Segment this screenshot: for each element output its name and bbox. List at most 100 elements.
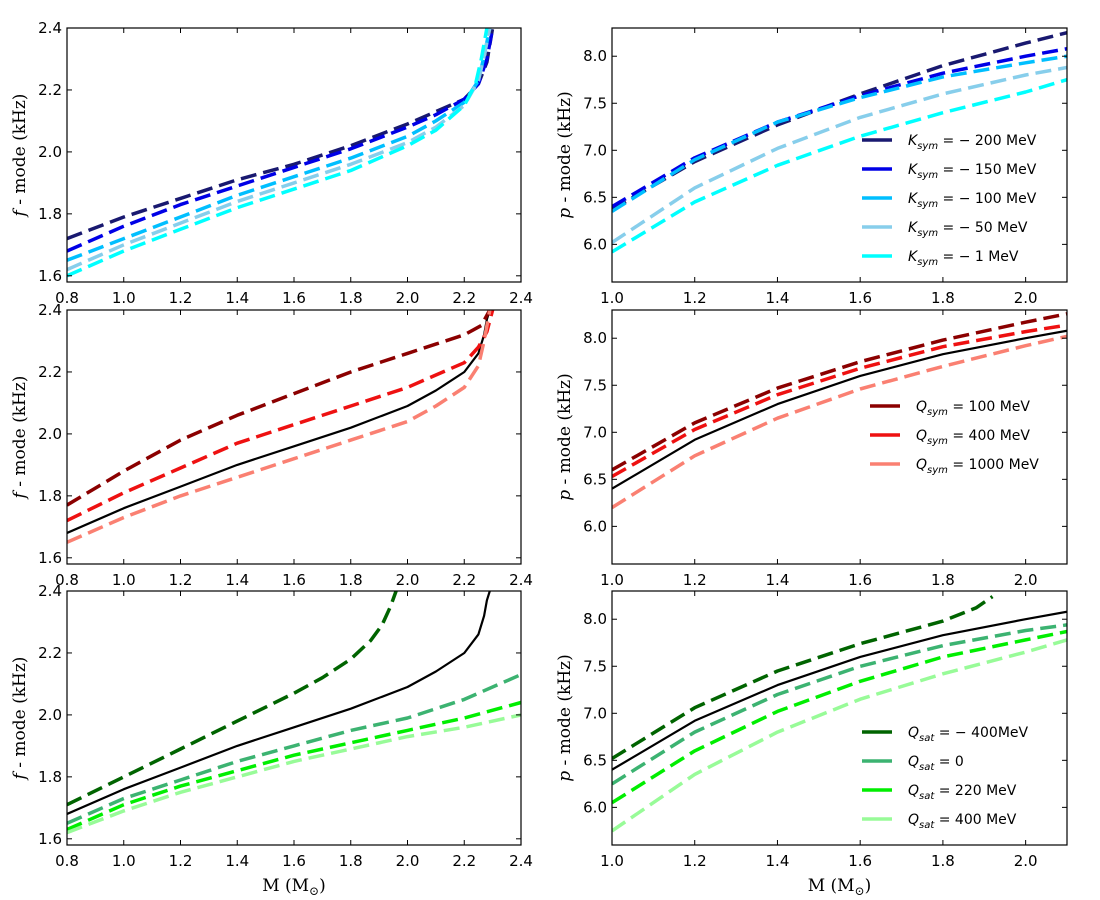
legend-symbol: K: [908, 220, 919, 236]
x-tick-label: 2.2: [452, 571, 476, 589]
plot-frame: [611, 309, 1068, 565]
legend-value: = 0: [934, 754, 964, 770]
y-tick-label: 7.5: [583, 376, 607, 394]
series-line: [612, 334, 1067, 510]
x-tick-label: 2.0: [396, 852, 420, 870]
y-axis-label: p - mode (kHz): [555, 373, 575, 501]
series-line: [612, 623, 1067, 786]
legend-subscript: sym: [917, 170, 938, 181]
y-axis-label-text: - mode (kHz): [555, 91, 575, 208]
reference-line: [67, 310, 491, 535]
x-tick-label: 1.6: [848, 571, 872, 589]
plot-frame: [611, 27, 1068, 283]
x-tick-label: 1.4: [766, 852, 790, 870]
y-tick-label: 7.0: [583, 141, 607, 159]
y-tick-label: 6.0: [583, 798, 607, 816]
series-line: [67, 28, 495, 253]
legend-subscript: sym: [917, 199, 938, 210]
series-line: [67, 310, 495, 523]
y-axis-mode-letter: p: [555, 771, 575, 782]
series-line: [67, 591, 398, 807]
x-tick-label: 2.4: [509, 852, 533, 870]
x-tick-label: 2.0: [1014, 289, 1038, 307]
reference-line: [612, 610, 1067, 771]
x-tick-label: 1.4: [225, 289, 249, 307]
y-axis-label-text: - mode (kHz): [10, 376, 30, 493]
plot-frame: [66, 309, 522, 565]
series-line: [67, 28, 492, 272]
legend-value: = 220 MeV: [934, 783, 1016, 799]
legend-entry: Qsat = − 400MeV: [908, 725, 1029, 744]
reference-line: [612, 329, 1067, 490]
x-tick-label: 1.4: [225, 852, 249, 870]
x-tick-label: 1.8: [931, 852, 955, 870]
series-line: [67, 700, 521, 832]
x-tick-label: 1.0: [112, 852, 136, 870]
x-tick-label: 1.4: [766, 289, 790, 307]
x-tick-label: 1.0: [600, 852, 624, 870]
series-line: [612, 65, 1067, 244]
series-line: [612, 323, 1067, 479]
series-line: [67, 28, 492, 262]
y-tick-label: 7.5: [583, 657, 607, 675]
y-tick-label: 7.0: [583, 704, 607, 722]
legend-symbol: K: [908, 191, 919, 207]
series-line: [612, 638, 1067, 833]
y-axis-mode-letter: p: [555, 208, 575, 219]
series-group: [612, 312, 1067, 510]
series-line: [612, 31, 1067, 212]
legend-symbol: Q: [916, 399, 927, 415]
y-tick-label: 6.0: [583, 235, 607, 253]
legend-subscript: sym: [927, 465, 948, 476]
y-axis-label-text: - mode (kHz): [555, 373, 575, 490]
x-axis-label: M (M⊙): [262, 876, 326, 898]
legend-entry: Ksym = − 1 MeV: [908, 249, 1019, 268]
x-tick-label: 1.0: [600, 289, 624, 307]
x-tick-label: 0.8: [55, 571, 79, 589]
x-tick-label: 0.8: [55, 289, 79, 307]
legend-entry: Ksym = − 50 MeV: [908, 220, 1028, 239]
legend-symbol: Q: [908, 783, 919, 799]
x-tick-label: 1.6: [282, 852, 306, 870]
plot-frame: [66, 27, 522, 283]
x-tick-label: 2.2: [452, 289, 476, 307]
sun-symbol: ⊙: [855, 884, 865, 898]
y-axis-mode-letter: f: [10, 207, 30, 218]
legend-symbol: K: [908, 133, 919, 149]
reference-line: [67, 591, 491, 816]
y-tick-label: 2.0: [38, 706, 62, 724]
y-tick-label: 6.5: [583, 470, 607, 488]
x-tick-label: 1.6: [848, 289, 872, 307]
legend-symbol: Q: [908, 725, 919, 741]
series-group: [67, 28, 495, 278]
y-tick-label: 1.6: [38, 830, 62, 848]
x-tick-label: 1.8: [339, 571, 363, 589]
legend-value: = 100 MeV: [948, 399, 1030, 415]
legend-subscript: sym: [927, 407, 948, 418]
y-tick-label: 1.6: [38, 549, 62, 567]
series-line: [612, 595, 994, 760]
legend-value: = − 400MeV: [934, 725, 1028, 741]
y-axis-label: f - mode (kHz): [10, 376, 30, 501]
legend-entry: Qsat = 400 MeV: [908, 812, 1017, 831]
legend-entry: Qsym = 1000 MeV: [916, 457, 1039, 476]
legend-symbol: Q: [908, 754, 919, 770]
series-line: [67, 310, 492, 507]
y-tick-label: 1.8: [38, 205, 62, 223]
x-tick-label: 1.6: [282, 571, 306, 589]
y-tick-label: 7.0: [583, 423, 607, 441]
legend-subscript: sat: [919, 762, 935, 773]
legend-symbol: Q: [916, 428, 927, 444]
series-group: [612, 31, 1067, 254]
x-tick-label: 1.8: [931, 289, 955, 307]
y-axis-label: f - mode (kHz): [10, 657, 30, 782]
sun-symbol: ⊙: [309, 884, 319, 898]
x-tick-label: 1.2: [169, 289, 193, 307]
legend-entry: Ksym = − 150 MeV: [908, 162, 1037, 181]
x-tick-label: 0.8: [55, 852, 79, 870]
y-axis-label: p - mode (kHz): [555, 91, 575, 219]
x-tick-label: 1.6: [848, 852, 872, 870]
series-line: [612, 629, 1067, 805]
legend-value: = − 50 MeV: [938, 220, 1028, 236]
